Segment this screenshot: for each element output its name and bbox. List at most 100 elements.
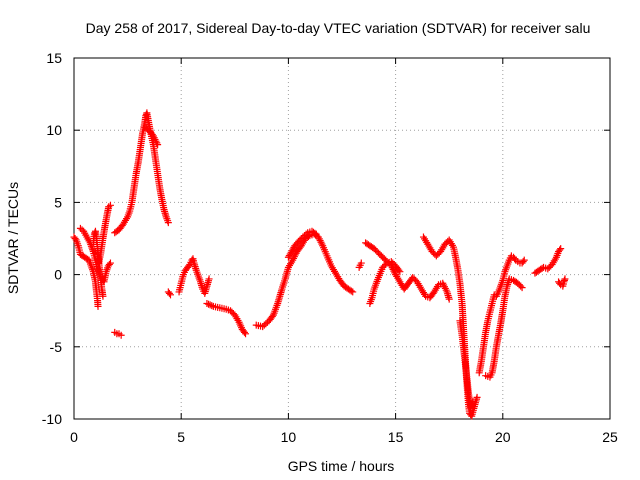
x-axis-label: GPS time / hours [288, 458, 395, 474]
data-point [152, 137, 160, 145]
data-point [441, 284, 449, 292]
ticks [73, 57, 611, 420]
y-tick-label: -10 [42, 411, 62, 427]
series-seg7 [141, 123, 162, 149]
data-point [205, 275, 213, 283]
data-point [290, 254, 298, 262]
data-point [290, 253, 298, 261]
data-point [473, 393, 481, 401]
series-seg3 [89, 227, 107, 300]
data-point [105, 203, 113, 211]
data-point [390, 267, 398, 275]
data-point [94, 302, 102, 310]
x-tick-labels: 0 5 10 15 20 25 [70, 429, 618, 445]
x-tick-label: 15 [388, 429, 404, 445]
x-tick-label: 5 [177, 429, 185, 445]
data-point [240, 328, 248, 336]
data-point [165, 289, 173, 297]
data-point [166, 291, 174, 299]
x-tick-label: 25 [602, 429, 618, 445]
y-tick-label: 10 [46, 122, 62, 138]
series-seg14 [362, 239, 453, 303]
data-point [395, 266, 403, 274]
data-point [440, 281, 448, 289]
data-point [391, 269, 399, 277]
data-point [164, 219, 172, 227]
data-point [206, 301, 214, 309]
data-point [518, 284, 526, 292]
data-point [105, 260, 113, 268]
chart-title: Day 258 of 2017, Sidereal Day-to-day VTE… [86, 20, 591, 36]
series-seg17 [456, 317, 477, 411]
series-seg9 [175, 255, 213, 297]
data-point [517, 282, 525, 290]
data-point [316, 237, 324, 245]
data-point [106, 259, 114, 267]
series-seg18 [475, 252, 528, 377]
data-point [99, 292, 107, 300]
data-point [445, 295, 453, 303]
data-point [442, 286, 450, 294]
data-point [317, 238, 325, 246]
data-point [205, 300, 213, 308]
data-point [149, 132, 157, 140]
data-point [520, 256, 528, 264]
data-point [106, 201, 114, 209]
data-point [440, 283, 448, 291]
plot-frame [73, 57, 611, 420]
data-point [318, 240, 326, 248]
y-tick-label: 5 [54, 194, 62, 210]
series-seg12 [284, 227, 320, 261]
data-point [154, 141, 162, 149]
y-tick-label: 15 [46, 50, 62, 66]
series-seg16 [419, 233, 481, 420]
series-seg8 [164, 288, 174, 299]
series-seg10 [203, 299, 250, 338]
series-seg5 [111, 328, 125, 339]
data-point [89, 246, 97, 254]
series-seg20 [531, 245, 565, 277]
series-seg4 [95, 201, 114, 267]
data-point [242, 330, 250, 338]
series-seg21 [555, 275, 569, 290]
series-seg11 [252, 230, 357, 331]
data-point [315, 235, 323, 243]
y-axis-label: SDTVAR / TECUs [5, 182, 21, 294]
y-tick-labels: -10 -5 0 5 10 15 [42, 50, 62, 427]
series-seg6 [111, 109, 172, 237]
data-point [561, 275, 569, 283]
data-point [469, 398, 477, 406]
data-point [153, 139, 161, 147]
y-tick-label: -5 [50, 339, 63, 355]
series-seg13 [355, 259, 365, 271]
data-point [302, 230, 310, 238]
data-point [396, 268, 404, 276]
series-seg15 [366, 258, 404, 307]
data-point [349, 288, 357, 296]
data-point [357, 259, 365, 267]
data-point [519, 258, 527, 266]
data-point [150, 134, 158, 142]
data-point [291, 251, 299, 259]
data-point [311, 229, 319, 237]
x-tick-label: 0 [70, 429, 78, 445]
data-point [347, 287, 355, 295]
data-point [203, 299, 211, 307]
data-point [185, 262, 193, 270]
series-seg1 [70, 233, 102, 310]
data-point [289, 256, 297, 264]
data-point [117, 331, 125, 339]
data-point [557, 245, 565, 253]
data-point [556, 246, 564, 254]
data-point [382, 260, 390, 268]
data-point [312, 230, 320, 238]
series-seg19 [482, 275, 526, 381]
data-point [208, 302, 216, 310]
data-point [151, 135, 159, 143]
y-tick-label: 0 [54, 267, 62, 283]
data-points [70, 109, 569, 420]
data-point [439, 279, 447, 287]
grid [74, 58, 610, 419]
x-tick-label: 20 [495, 429, 511, 445]
